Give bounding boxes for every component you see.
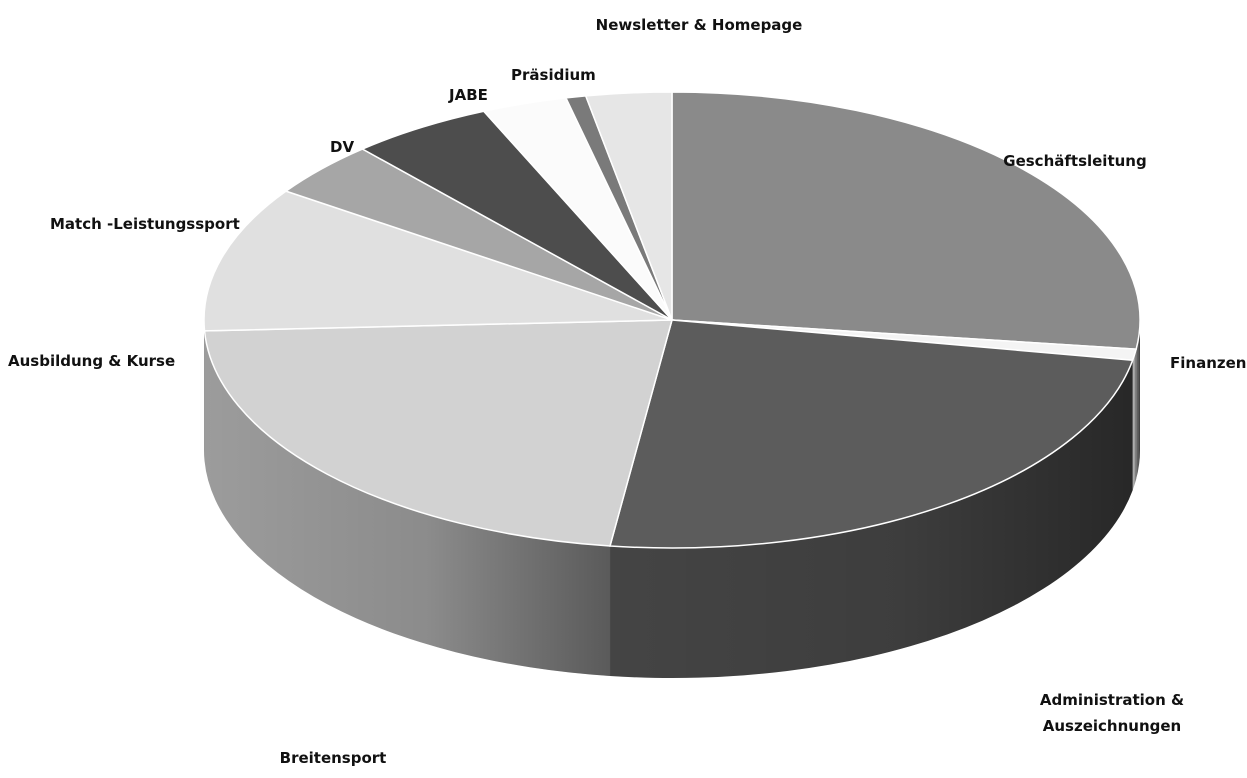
slice-label: Newsletter & Homepage [596, 16, 803, 34]
slice-labels: Geschäftsleitung Finanzen Administration &… [8, 16, 1246, 767]
pie-slice [203, 319, 673, 547]
slice-label: Match -Leistungssport [50, 215, 240, 233]
slice-label: Finanzen [1170, 354, 1246, 372]
pie-slice-side-shading [610, 360, 1133, 679]
pie-slice [203, 190, 673, 332]
slice-label: Geschäftsleitung [1003, 152, 1146, 170]
pie-slice-side-shading [204, 330, 611, 676]
pie-slice-side-shading [1136, 320, 1140, 480]
pie-slice-side-shading [204, 320, 205, 461]
pie-slice [360, 110, 673, 321]
pie-top [203, 91, 1141, 549]
slice-label: Ausbildung & Kurse [8, 352, 175, 370]
pie-slice [609, 319, 1134, 549]
slice-label: Präsidium [511, 66, 596, 84]
pie-slice [671, 91, 1141, 350]
slice-label: Breitensport [280, 749, 387, 767]
pie-slice-side-shading [1132, 349, 1137, 491]
slice-label: Administration & Auszeichnungen [1040, 691, 1184, 735]
slice-label: JABE [448, 86, 488, 104]
pie-sides [204, 320, 1140, 679]
slice-label: DV [330, 138, 354, 156]
pie-slice [584, 91, 673, 321]
